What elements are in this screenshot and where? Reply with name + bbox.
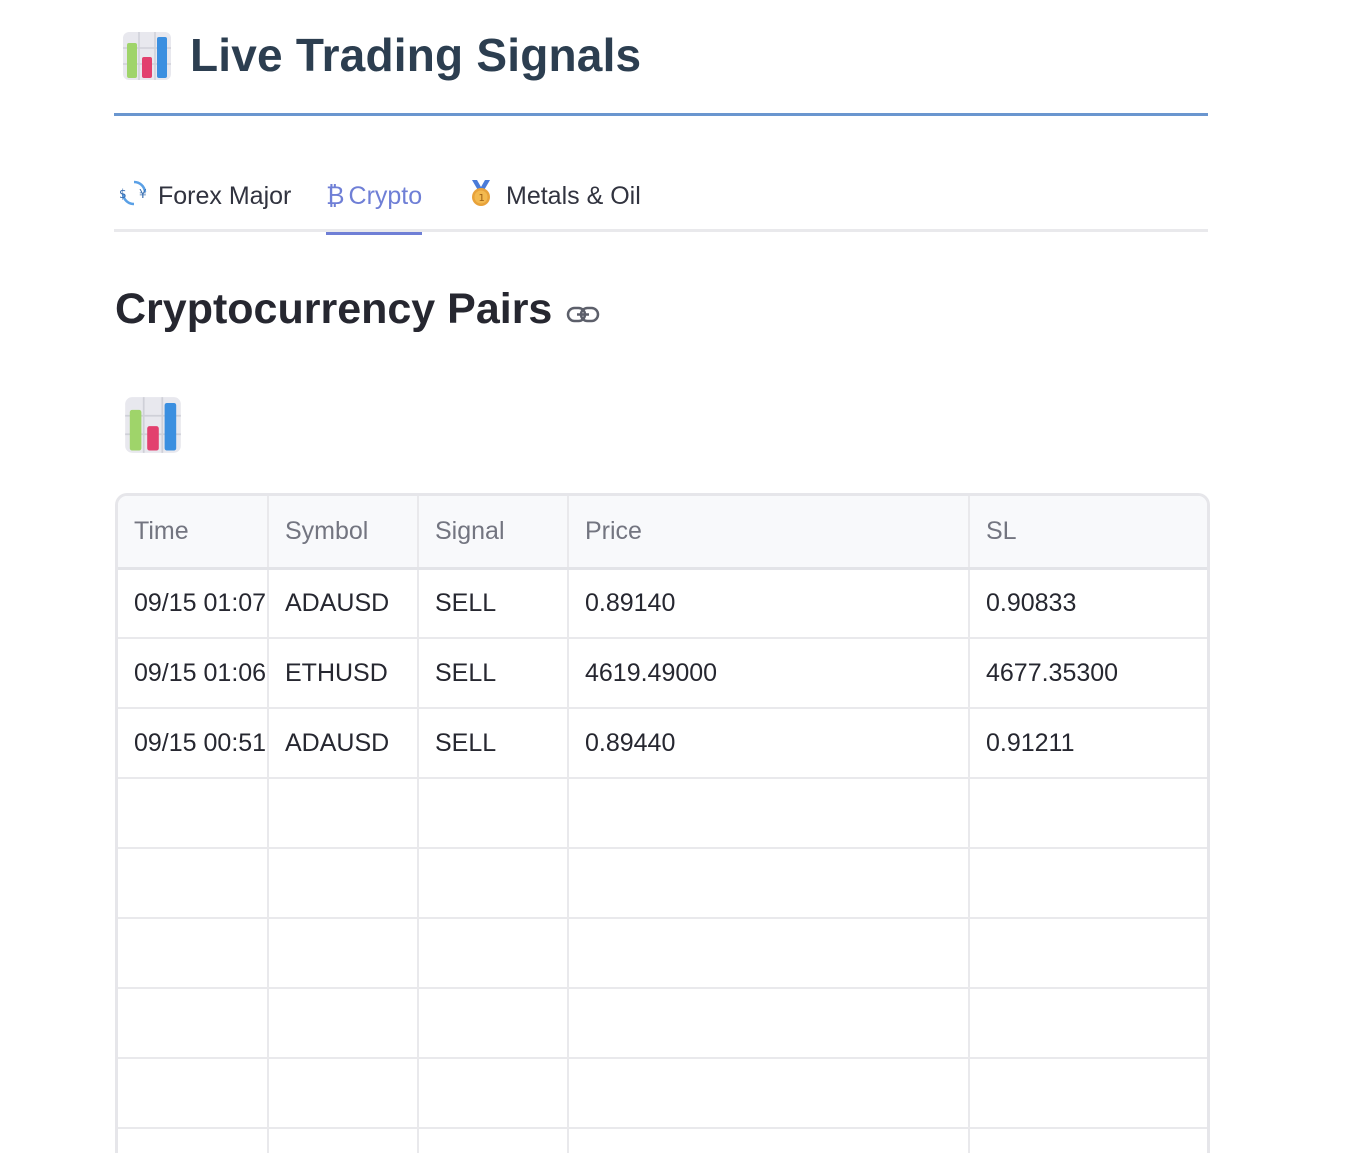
table-body: 09/15 01:07 ADAUSD SELL 0.89140 0.90833 09/15… [118, 568, 1207, 1153]
column-header-sl[interactable]: SL [969, 496, 1207, 570]
cell-signal[interactable] [418, 988, 569, 1059]
table-row[interactable] [118, 848, 1207, 919]
table-row[interactable] [118, 778, 1207, 849]
tab-crypto[interactable]: ₿ Crypto [326, 160, 423, 235]
cell-symbol[interactable] [268, 988, 419, 1059]
table-row[interactable] [118, 1058, 1207, 1129]
cell-signal[interactable]: SELL [418, 638, 569, 709]
tab-metals-oil[interactable]: 1 Metals & Oil [466, 160, 641, 232]
app-root: Live Trading Signals $ ¥ Forex Major ₿ C… [114, 0, 1210, 1153]
cell-symbol[interactable]: ETHUSD [268, 638, 419, 709]
cell-price[interactable] [568, 778, 970, 849]
cell-symbol[interactable]: ADAUSD [268, 708, 419, 779]
cell-price[interactable] [568, 848, 970, 919]
bar-chart-icon [122, 31, 172, 86]
cell-price[interactable]: 4619.49000 [568, 638, 970, 709]
cell-time[interactable] [118, 988, 269, 1059]
cell-price[interactable]: 0.89440 [568, 708, 970, 779]
cell-symbol[interactable] [268, 918, 419, 989]
column-header-price[interactable]: Price [568, 496, 970, 570]
table-row[interactable]: 09/15 01:06 ETHUSD SELL 4619.49000 4677.3530… [118, 638, 1207, 709]
table-header-row: Time Symbol Signal Price SL [118, 496, 1207, 570]
cell-time[interactable] [118, 918, 269, 989]
page-title: Live Trading Signals [190, 29, 642, 81]
section-heading: Cryptocurrency Pairs [115, 282, 600, 337]
svg-text:$: $ [119, 187, 127, 201]
cell-symbol[interactable] [268, 778, 419, 849]
bitcoin-icon: ₿ [326, 181, 345, 210]
currency-exchange-icon: $ ¥ [118, 179, 150, 213]
cell-sl[interactable] [969, 848, 1207, 919]
svg-text:¥: ¥ [139, 187, 147, 201]
cell-price[interactable] [568, 918, 970, 989]
cell-symbol[interactable] [268, 1058, 419, 1129]
cell-signal[interactable] [418, 778, 569, 849]
tab-label: Crypto [348, 181, 423, 210]
cell-sl[interactable]: 4677.35300 [969, 638, 1207, 709]
svg-text:1: 1 [479, 193, 485, 204]
cell-sl[interactable] [969, 918, 1207, 989]
cell-signal[interactable]: SELL [418, 708, 569, 779]
cell-sl[interactable]: 0.90833 [969, 568, 1207, 639]
cell-sl[interactable] [969, 988, 1207, 1059]
cell-price[interactable] [568, 988, 970, 1059]
cell-symbol[interactable]: ADAUSD [268, 568, 419, 639]
bar-chart-icon [124, 396, 182, 459]
column-header-signal[interactable]: Signal [418, 496, 569, 570]
cell-price[interactable] [568, 1058, 970, 1129]
cell-signal[interactable] [418, 848, 569, 919]
cell-signal[interactable] [418, 918, 569, 989]
tab-bar: $ ¥ Forex Major ₿ Crypto 1 Metals & Oil [114, 160, 1208, 235]
cell-time[interactable]: 09/15 01:06 [118, 638, 269, 709]
cell-sl[interactable] [969, 1058, 1207, 1129]
cell-time[interactable] [118, 1058, 269, 1129]
cell-sl[interactable] [969, 778, 1207, 849]
tab-forex-major[interactable]: $ ¥ Forex Major [118, 160, 291, 232]
section-title: Cryptocurrency Pairs [115, 285, 553, 333]
cell-signal[interactable] [418, 1058, 569, 1129]
column-header-symbol[interactable]: Symbol [268, 496, 419, 570]
cell-time[interactable] [118, 848, 269, 919]
cell-time[interactable] [118, 778, 269, 849]
cell-time[interactable]: 09/15 01:07 [118, 568, 269, 639]
medal-icon: 1 [466, 178, 496, 214]
table-row[interactable]: 09/15 01:07 ADAUSD SELL 0.89140 0.90833 [118, 568, 1207, 639]
cell-signal[interactable]: SELL [418, 568, 569, 639]
tab-label: Forex Major [158, 181, 292, 210]
table-row[interactable] [118, 988, 1207, 1059]
page-header: Live Trading Signals [114, 0, 1208, 116]
column-header-time[interactable]: Time [118, 496, 269, 570]
signals-table: Time Symbol Signal Price SL 09/15 01:07 A… [118, 496, 1207, 1153]
table-row[interactable] [118, 918, 1207, 989]
cell-symbol[interactable] [268, 848, 419, 919]
link-icon[interactable] [566, 288, 600, 337]
cell-time[interactable]: 09/15 00:51 [118, 708, 269, 779]
tab-label: Metals & Oil [506, 181, 641, 210]
table-row[interactable]: 09/15 00:51 ADAUSD SELL 0.89440 0.91211 [118, 708, 1207, 779]
cell-sl[interactable]: 0.91211 [969, 708, 1207, 779]
signals-table-container[interactable]: Time Symbol Signal Price SL 09/15 01:07 A… [115, 493, 1210, 1153]
cell-price[interactable]: 0.89140 [568, 568, 970, 639]
